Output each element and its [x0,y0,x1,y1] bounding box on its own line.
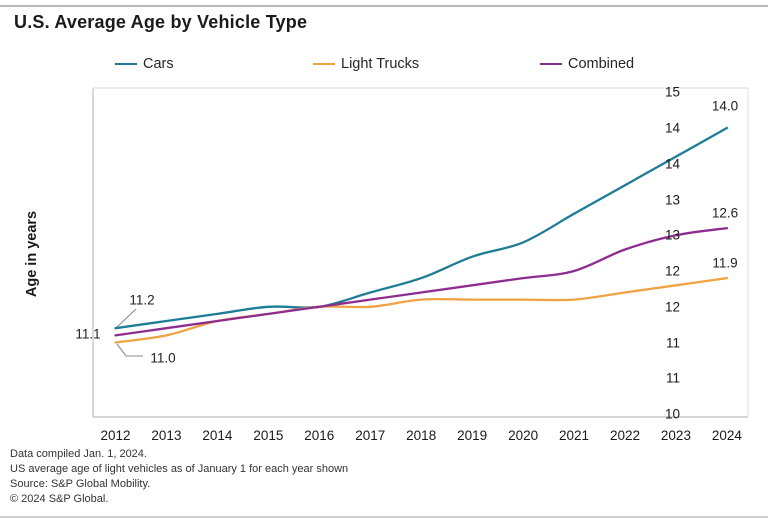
y-tick-label: 11 [665,335,680,350]
data-label-trucks-2012: 11.0 [150,350,176,366]
series-lines [114,126,729,344]
footnote-compiled: Data compiled Jan. 1, 2024. [10,448,147,460]
data-label-combined-2024: 12.6 [711,205,739,221]
x-tick-label: 2012 [100,428,131,443]
footnote-copyright: © 2024 S&P Global. [10,493,109,505]
top-divider [0,5,768,7]
series-line-light-trucks [114,276,729,344]
leader-line-trucks-start [116,343,143,357]
x-tick-label: 2018 [406,428,437,443]
y-tick-label: 13 [664,192,680,207]
series-line-combined [114,226,729,337]
leader-line-cars-start [116,308,137,328]
y-tick-label: 12 [664,299,680,315]
footnotes: Data compiled Jan. 1, 2024. US average a… [10,447,348,507]
x-tick-label: 2021 [559,428,590,443]
x-tick-label: 2022 [609,428,641,443]
y-tick-label: 11 [665,370,680,386]
x-tick-label: 2019 [457,428,488,443]
y-tick-label: 15 [664,84,680,100]
data-label-combined-2012: 11.1 [75,326,101,342]
x-tick-label: 2024 [711,428,742,443]
legend-label-combined: Combined [568,56,635,72]
legend-item-light-trucks: Light Trucks [313,56,419,72]
data-label-cars-2012: 11.2 [129,292,155,308]
x-tick-label: 2015 [253,428,284,443]
x-tick-label: 2023 [660,428,691,443]
y-tick-label: 14 [664,156,680,172]
y-tick-label: 14 [664,120,680,136]
legend-label-light-trucks: Light Trucks [341,56,420,72]
series-line-cars [114,126,729,330]
legend-swatch-cars-icon [115,62,137,66]
y-tick-label: 10 [664,406,680,422]
bottom-divider [0,516,768,518]
x-tick-label: 2017 [355,428,386,443]
footnote-definition: US average age of light vehicles as of J… [10,463,349,475]
legend-label-cars: Cars [143,56,174,72]
data-label-trucks-2024: 11.9 [712,255,738,271]
legend-item-combined: Combined [540,56,634,72]
y-tick-label: 13 [664,227,680,243]
data-label-cars-2024: 14.0 [711,98,739,114]
x-tick-label: 2013 [151,428,182,443]
legend-swatch-light-trucks-icon [313,62,335,66]
y-tick-label: 12 [664,263,680,279]
x-tick-label: 2016 [304,428,335,443]
chart-title: U.S. Average Age by Vehicle Type [14,12,308,32]
footnote-source: Source: S&P Global Mobility. [10,478,151,490]
legend-item-cars: Cars [115,56,174,72]
x-tick-label: 2014 [202,428,233,443]
x-tick-label: 2020 [508,428,539,443]
legend-swatch-combined-icon [540,62,562,66]
